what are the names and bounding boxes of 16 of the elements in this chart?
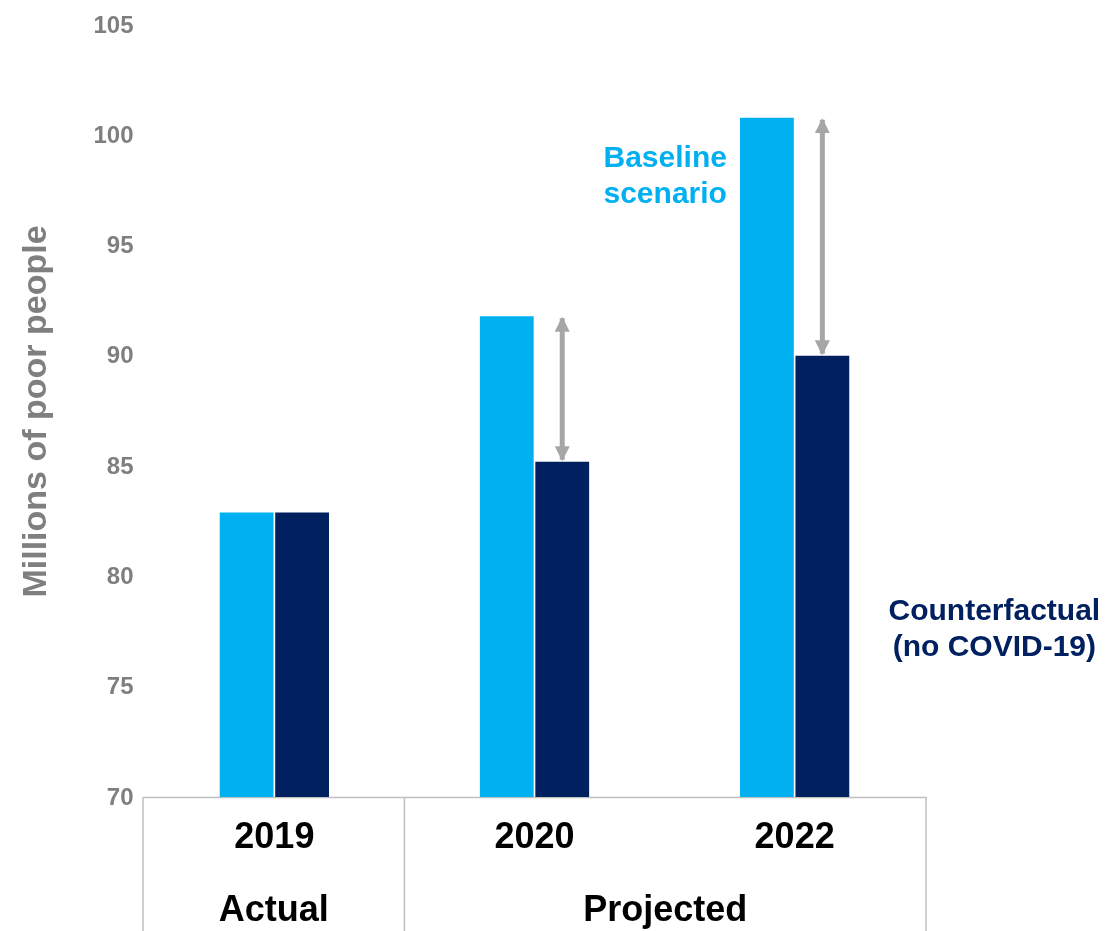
y-tick-label: 80	[106, 561, 134, 589]
x-tick-label: 2022	[754, 814, 835, 856]
text: Projected	[583, 888, 748, 930]
y-tick-label: 100	[93, 120, 134, 148]
y-tick-label: 90	[106, 341, 134, 369]
series-label: Baseline scenario	[603, 139, 727, 209]
y-tick-label: 105	[93, 10, 134, 38]
y-tick-label: 75	[106, 672, 134, 700]
x-tick-label: 2020	[494, 814, 575, 856]
series-label: Counterfactual (no COVID-19)	[888, 592, 1101, 662]
y-tick-label: 70	[106, 782, 134, 810]
x-tick-label: 2019	[234, 814, 315, 856]
y-axis-title: Millions of poor people	[15, 225, 54, 598]
y-tick-label: 85	[106, 451, 134, 479]
y-tick-label: 95	[106, 231, 134, 259]
text: Actual	[218, 888, 329, 930]
